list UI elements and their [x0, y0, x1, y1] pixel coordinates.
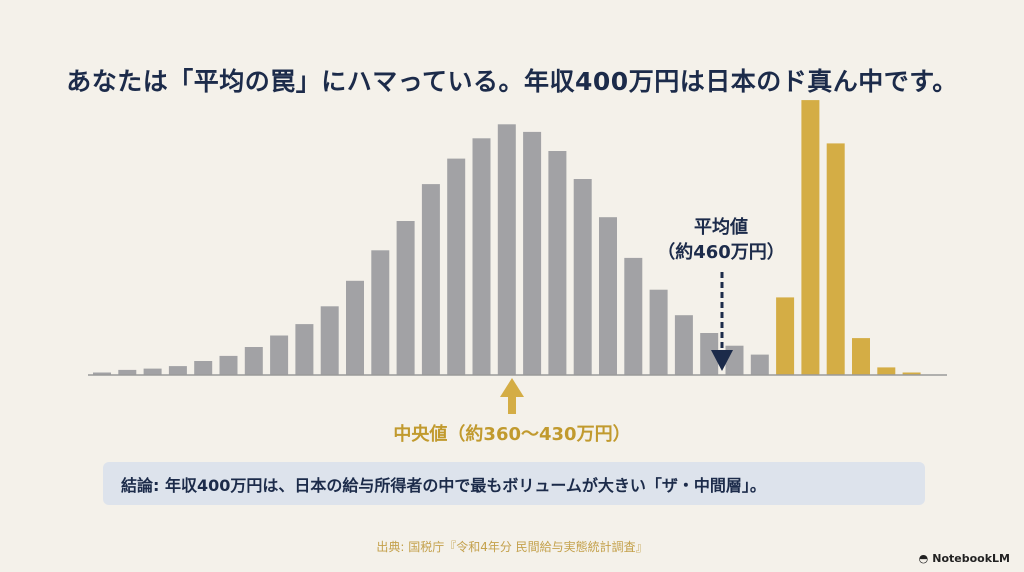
bar-23 — [674, 315, 693, 375]
source-citation: 出典: 国税庁『令和4年分 民間給与実態統計調査』 — [376, 540, 648, 554]
bar-4 — [194, 361, 213, 375]
median-label: 中央値（約360〜430万円） — [393, 423, 630, 445]
conclusion-text: 結論: 年収400万円は、日本の給与所得者の中で最もボリュームが大きい「ザ・中間… — [121, 475, 766, 495]
bar-15 — [472, 138, 491, 375]
bar-7 — [270, 335, 289, 375]
bar-26 — [750, 354, 769, 375]
bar-21 — [624, 257, 643, 375]
bar-30 — [852, 338, 870, 375]
bar-3 — [168, 366, 187, 375]
notebooklm-logo-icon: ◓ — [918, 552, 929, 565]
bar-0 — [93, 372, 111, 375]
bar-31 — [877, 367, 896, 375]
mean-value-label: （約460万円） — [657, 241, 785, 263]
median-arrow-head-icon — [500, 378, 524, 397]
bar-28 — [801, 100, 820, 375]
bar-5 — [219, 355, 238, 375]
median-arrow-shaft — [508, 396, 516, 414]
bar-9 — [320, 306, 339, 375]
bar-22 — [649, 289, 668, 375]
bar-2 — [143, 368, 162, 375]
bar-6 — [244, 347, 263, 375]
bar-8 — [295, 324, 314, 375]
bar-1 — [118, 369, 137, 375]
bars-group — [93, 100, 921, 375]
bar-10 — [346, 280, 364, 375]
bar-13 — [421, 184, 440, 375]
bar-17 — [523, 131, 542, 375]
bar-24 — [700, 333, 719, 375]
conclusion-box: 結論: 年収400万円は、日本の給与所得者の中で最もボリュームが大きい「ザ・中間… — [103, 462, 925, 505]
bar-20 — [599, 217, 617, 375]
bar-11 — [371, 250, 390, 375]
bar-27 — [776, 297, 795, 375]
bar-29 — [826, 143, 845, 375]
mean-arrow-head-icon — [711, 350, 733, 371]
bar-12 — [396, 221, 415, 375]
bar-32 — [902, 372, 921, 375]
brand-name: NotebookLM — [932, 552, 1010, 565]
mean-label: 平均値 — [694, 216, 748, 238]
bar-16 — [497, 124, 516, 375]
brand-watermark: ◓ NotebookLM — [919, 552, 1010, 565]
bar-19 — [573, 179, 592, 375]
bar-18 — [548, 151, 567, 375]
bar-14 — [447, 158, 466, 375]
page-title: あなたは「平均の罠」にハマっている。年収400万円は日本のド真ん中です。 — [66, 67, 958, 96]
